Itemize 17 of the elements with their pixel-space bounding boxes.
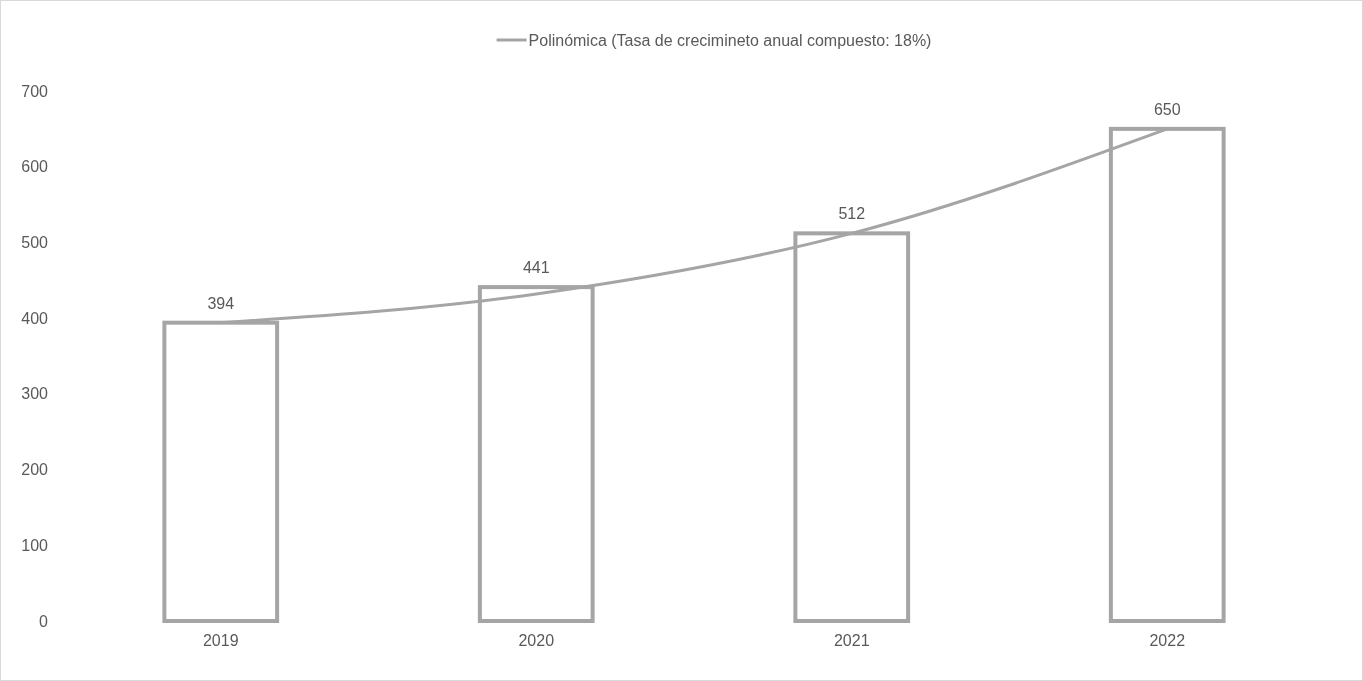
y-tick-label: 200 xyxy=(21,461,49,479)
data-label: 394 xyxy=(207,294,235,312)
y-tick-label: 400 xyxy=(21,309,49,327)
data-label: 441 xyxy=(522,259,550,277)
y-tick-label: 100 xyxy=(21,536,49,554)
y-tick-label: 300 xyxy=(21,385,49,403)
x-tick-label: 2020 xyxy=(518,632,555,650)
y-tick-label: 600 xyxy=(21,158,49,176)
legend-label: Polinómica (Tasa de crecimineto anual compuesto: 18%) xyxy=(528,32,932,49)
x-tick-label: 2019 xyxy=(202,632,239,650)
x-tick-label: 2022 xyxy=(1149,632,1186,650)
y-tick-label: 500 xyxy=(21,234,49,252)
y-tick-label: 700 xyxy=(21,82,49,100)
data-label: 512 xyxy=(838,205,866,223)
data-label: 650 xyxy=(1153,100,1181,118)
y-tick-label: 0 xyxy=(39,612,49,630)
x-tick-label: 2021 xyxy=(833,632,870,650)
